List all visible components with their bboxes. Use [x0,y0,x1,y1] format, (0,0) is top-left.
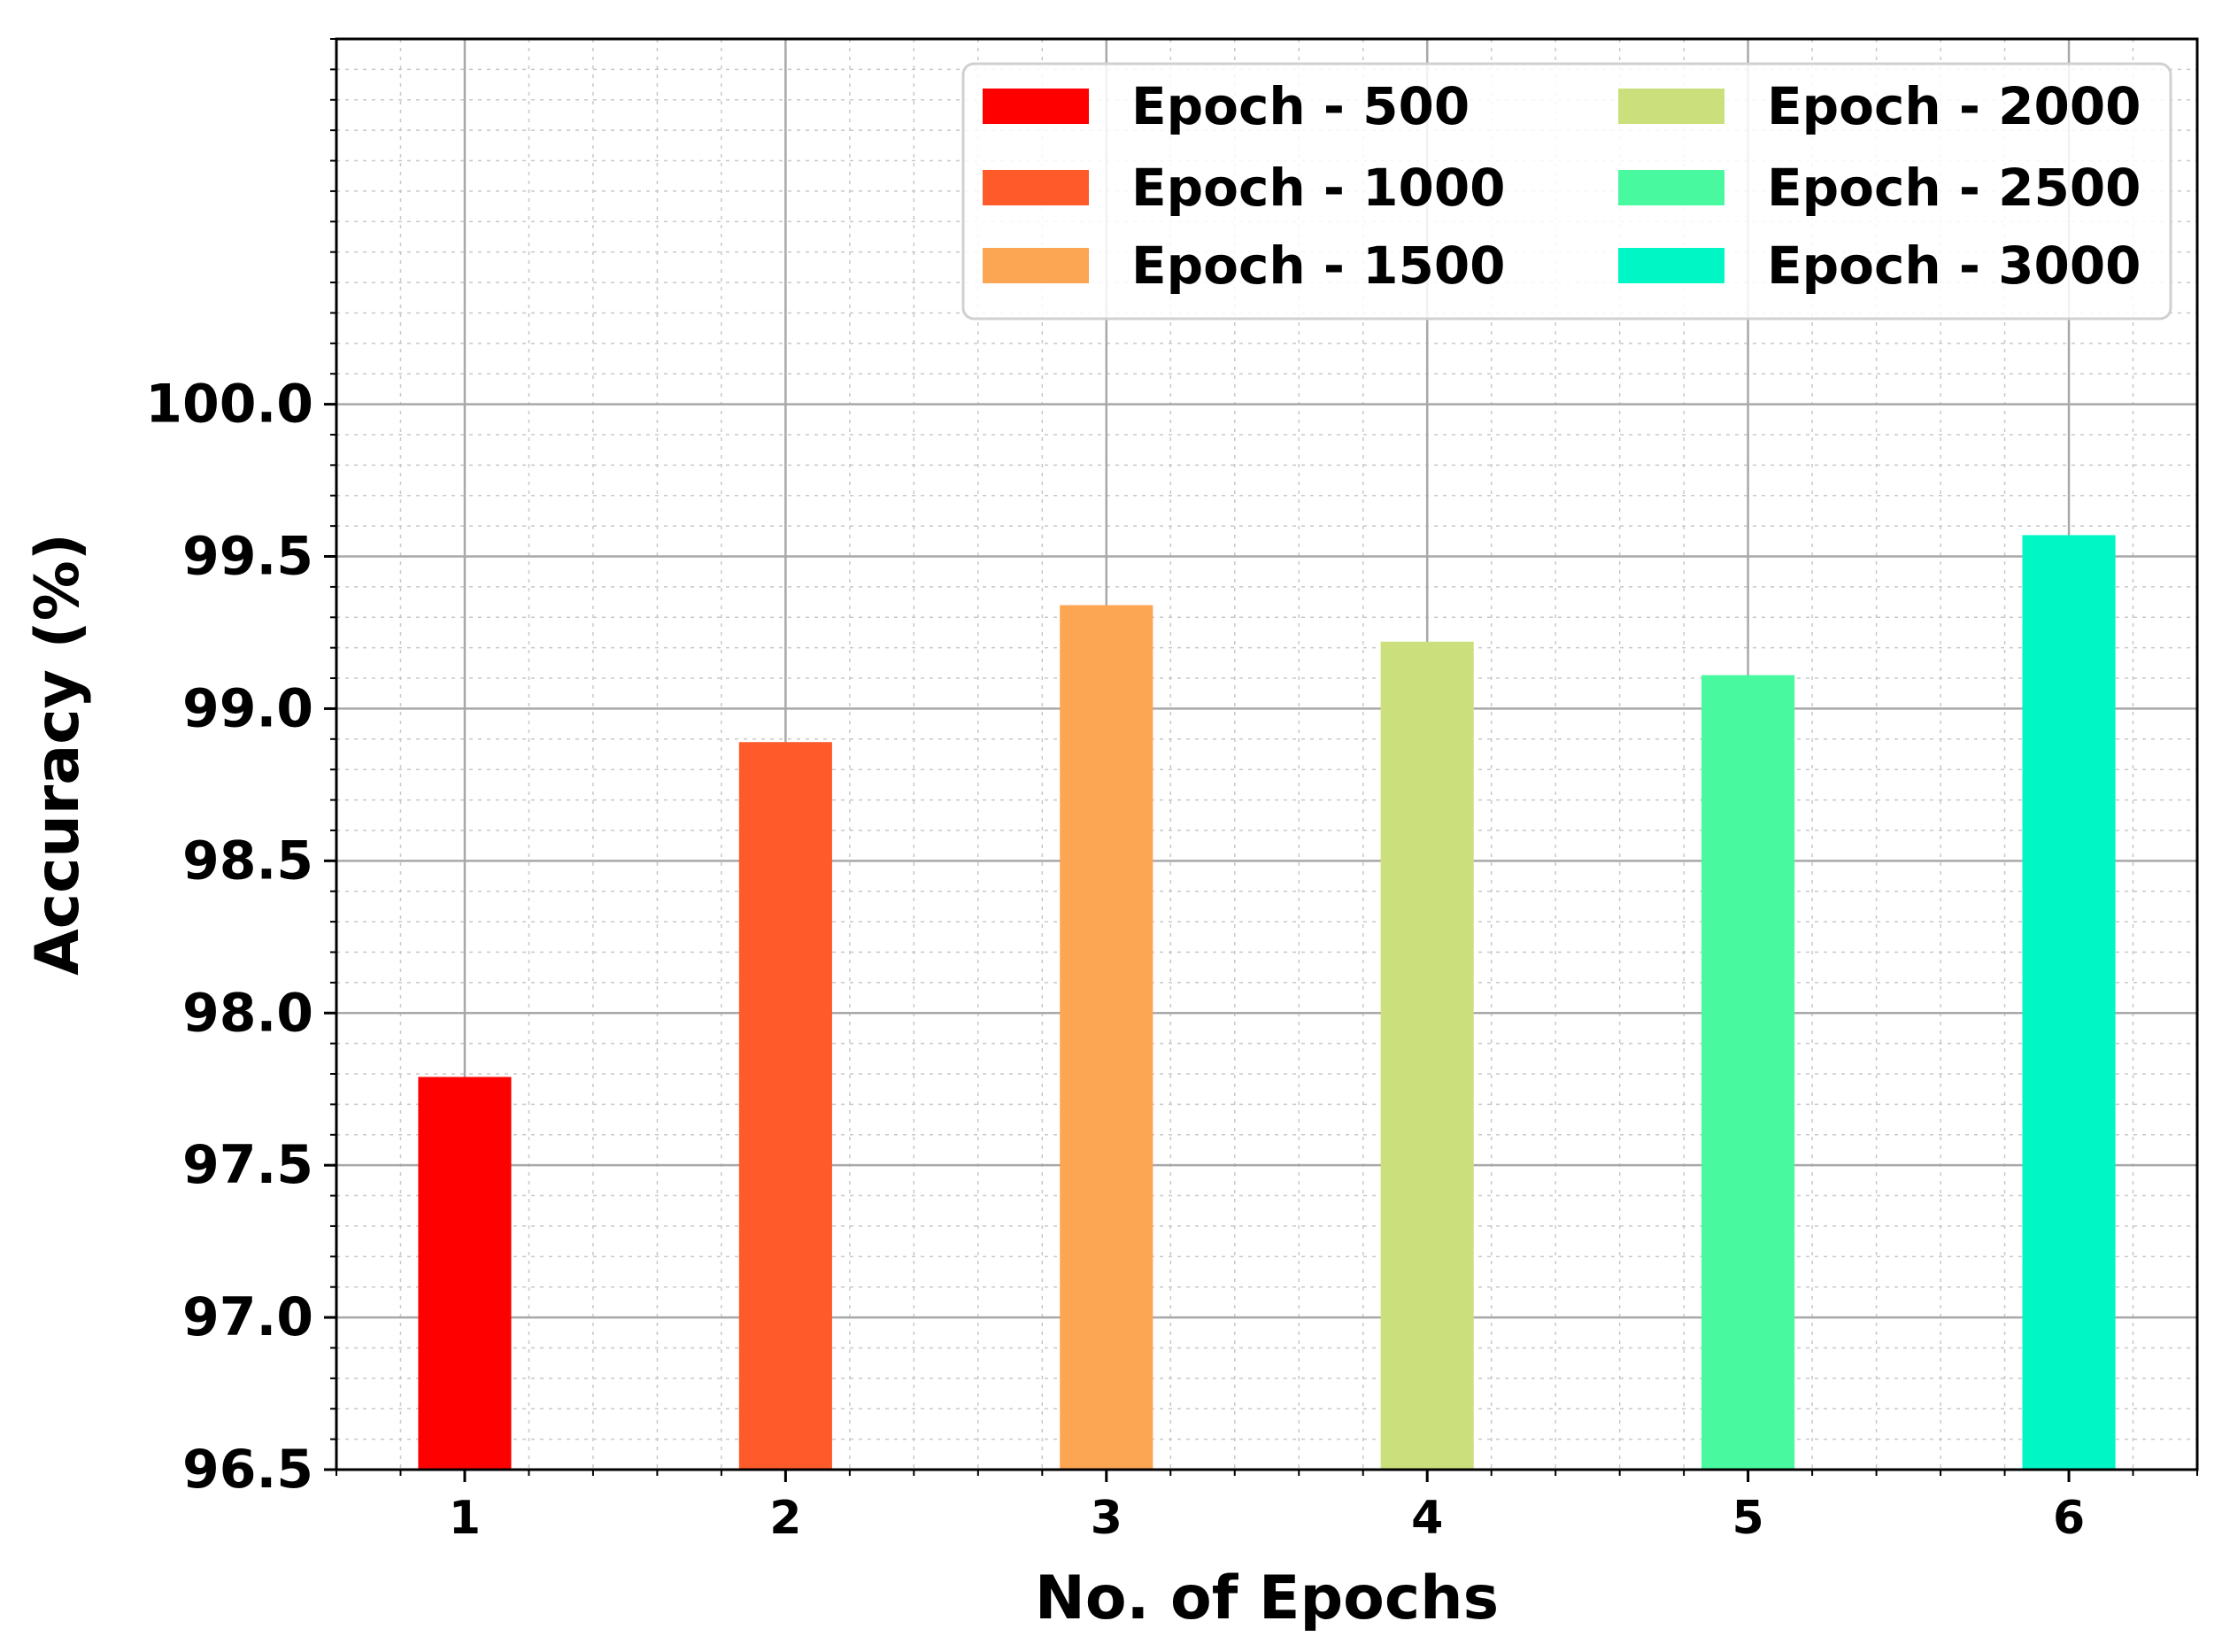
bar-4 [1380,641,1474,1470]
legend-label-3: Epoch - 1500 [1131,235,1506,296]
x-tick-labels: 1 2 3 4 5 6 [449,1492,2085,1545]
x-tick-label: 3 [1091,1492,1123,1545]
legend-swatch-6 [1618,248,1724,283]
y-tick-label: 97.0 [182,1286,313,1348]
y-tick-label: 98.5 [182,830,313,892]
x-tick-label: 5 [1732,1492,1764,1545]
legend-swatch-4 [1618,89,1724,124]
legend-label-4: Epoch - 2000 [1767,76,2141,136]
bar-3 [1060,605,1153,1470]
legend-label-2: Epoch - 1000 [1131,158,1506,218]
legend-swatch-2 [983,170,1089,205]
y-tick-label: 99.0 [182,677,313,739]
y-tick-label: 99.5 [182,526,313,588]
legend-swatch-3 [983,248,1089,283]
bar-1 [418,1077,512,1470]
y-tick-labels: 96.5 97.0 97.5 98.0 98.5 99.0 99.5 100.0 [145,374,313,1501]
x-axis-title: No. of Epochs [1035,1563,1499,1633]
legend-box [961,62,2172,320]
bar-6 [2022,535,2116,1470]
legend-swatch-5 [1618,170,1724,205]
y-axis-title: Accuracy (%) [23,533,93,976]
bar-5 [1701,675,1795,1470]
legend-label-6: Epoch - 3000 [1767,235,2141,296]
x-tick-label: 2 [769,1492,801,1545]
legend: Epoch - 500 Epoch - 1000 Epoch - 1500 Epoch… [961,62,2172,320]
legend-label-5: Epoch - 2500 [1767,158,2141,218]
bar-2 [738,742,832,1470]
y-tick-label: 97.5 [182,1134,313,1196]
plot-frame [335,37,2199,1471]
x-tick-label: 4 [1411,1492,1443,1545]
x-tick-label: 6 [2053,1492,2085,1545]
legend-label-1: Epoch - 500 [1131,76,1470,136]
bars [418,535,2116,1470]
legend-swatch-1 [983,89,1089,124]
y-tick-label: 96.5 [182,1439,313,1501]
axis-ticks [324,38,2198,1482]
y-tick-label: 98.0 [182,982,313,1044]
y-tick-label: 100.0 [145,374,313,436]
x-tick-label: 1 [449,1492,481,1545]
